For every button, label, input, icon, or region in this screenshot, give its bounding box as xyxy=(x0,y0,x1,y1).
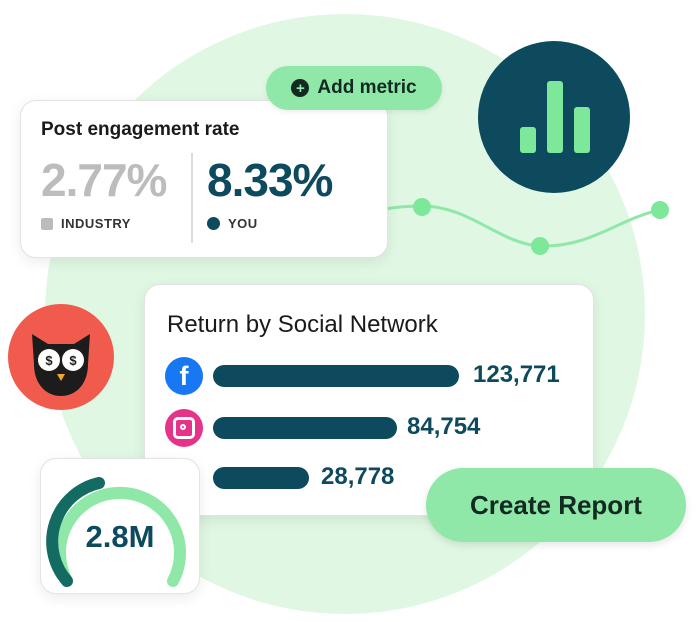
gray-square-icon xyxy=(41,217,53,230)
trend-point xyxy=(651,201,669,219)
facebook-icon: f xyxy=(165,357,203,395)
you-label: YOU xyxy=(228,216,258,231)
you-value: 8.33% xyxy=(207,154,333,206)
instagram-icon xyxy=(165,409,203,447)
owl-icon: $ $ xyxy=(32,334,90,396)
divider xyxy=(191,153,193,243)
gauge-value: 2.8M xyxy=(85,519,155,554)
plus-icon: + xyxy=(291,79,310,97)
gauge-card: 2.8M xyxy=(40,458,200,594)
engagement-title: Post engagement rate xyxy=(41,119,240,140)
owl-logo: $ $ xyxy=(8,304,114,410)
bar-chart-badge xyxy=(478,41,630,193)
network-value: 84,754 xyxy=(407,413,481,440)
trend-point xyxy=(413,198,431,216)
network-bar xyxy=(213,417,397,439)
network-bar xyxy=(213,365,459,387)
industry-value: 2.77% xyxy=(41,154,167,206)
network-value: 123,771 xyxy=(473,361,560,388)
svg-text:$: $ xyxy=(45,353,53,368)
trend-point xyxy=(531,237,549,255)
navy-dot-icon xyxy=(207,217,220,230)
network-bar xyxy=(213,467,309,489)
engagement-card: Post engagement rate 2.77% 8.33% INDUSTR… xyxy=(20,100,388,258)
create-report-button[interactable]: Create Report xyxy=(426,468,686,542)
you-legend: YOU xyxy=(207,216,258,231)
gauge-graphic xyxy=(46,477,186,587)
network-title: Return by Social Network xyxy=(167,311,438,338)
svg-text:$: $ xyxy=(69,353,77,368)
industry-legend: INDUSTRY xyxy=(41,216,131,231)
network-value: 28,778 xyxy=(321,463,395,490)
industry-label: INDUSTRY xyxy=(61,216,131,231)
bar-chart-icon xyxy=(520,81,590,153)
add-metric-label: Add metric xyxy=(317,77,417,98)
add-metric-button[interactable]: + Add metric xyxy=(266,66,442,110)
